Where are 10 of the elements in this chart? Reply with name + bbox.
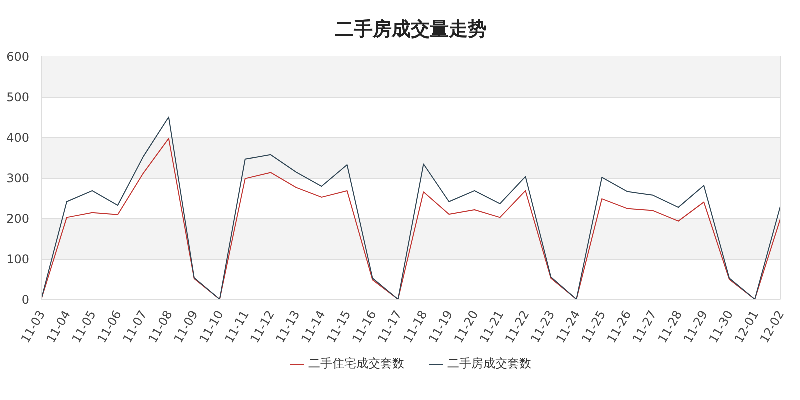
y-tick-label: 500 (6, 90, 30, 104)
y-tick-label: 300 (6, 172, 30, 186)
y-tick-label: 600 (6, 50, 30, 64)
chart-title: 二手房成交量走势 (335, 18, 487, 40)
y-tick-label: 400 (6, 131, 30, 145)
legend-label: 二手房成交套数 (448, 356, 532, 372)
legend-label: 二手住宅成交套数 (308, 356, 404, 372)
y-tick-label: 0 (22, 293, 30, 307)
y-tick-label: 100 (6, 252, 30, 266)
y-tick-label: 200 (6, 212, 30, 226)
